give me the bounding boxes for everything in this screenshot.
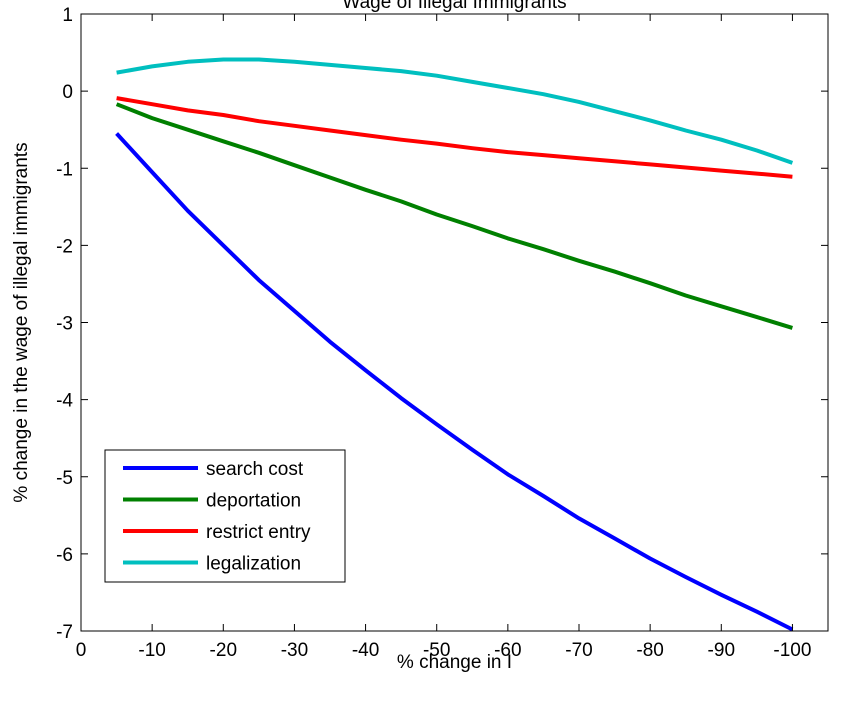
y-tick-label: -1 [56,159,73,180]
y-tick-label: -5 [56,468,73,489]
y-tick-label: -4 [56,391,73,412]
x-tick-label: -50 [423,640,450,661]
series-line-search-cost [115,132,794,632]
legend-box [104,449,346,583]
y-tick-label: -7 [56,622,73,643]
x-tick-label: -90 [708,640,735,661]
x-tick-label: -60 [494,640,521,661]
x-tick-label: -70 [565,640,592,661]
series-line-deportation [115,102,793,330]
x-tick-label: -10 [138,640,165,661]
legend-label: legalization [206,554,301,575]
y-axis-label: % change in the wage of illegal immigran… [11,142,32,502]
y-tick-label: -2 [56,236,73,257]
y-tick-label: -3 [56,314,73,335]
series-group [115,57,794,632]
x-tick-label: -40 [352,640,379,661]
y-tick-label: 0 [62,82,73,103]
series-line-legalization [116,57,794,165]
x-tick-label: -80 [636,640,663,661]
legend: search cost deportation restrict entry lega… [104,449,346,583]
x-tick-label: -30 [281,640,308,661]
legend-label: restrict entry [206,522,311,543]
legend-label: deportation [206,491,301,512]
x-axis-label: % change in I [397,652,512,673]
x-tick-label: 0 [76,640,87,661]
chart-title: Wage of Illegal Immigrants [342,0,566,13]
y-tick-label: 1 [62,5,73,26]
x-tick-label: -100 [773,640,811,661]
axes-group: 0 -10 -20 -30 -40 -50 -60 -70 -80 -90 -100 1 0 -1 -2 -3… [56,5,829,661]
legend-label: search cost [206,459,304,480]
x-tick-label: -20 [210,640,237,661]
series-line-restrict-entry [116,96,793,179]
y-tick-label: -6 [56,545,73,566]
